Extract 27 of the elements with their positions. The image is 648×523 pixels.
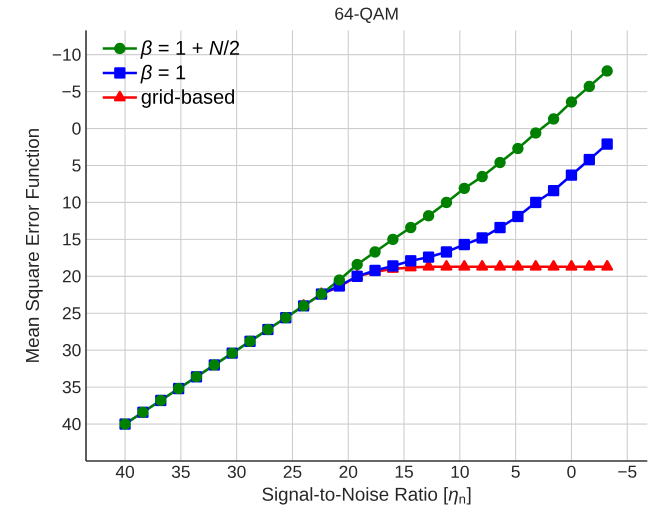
y-tick-label: −10	[52, 48, 81, 61]
y-tick-label: 10	[63, 196, 81, 209]
y-tick-label: 40	[62, 418, 81, 430]
y-tick-label: 5	[72, 159, 81, 172]
chart-title: 64-QAM	[335, 8, 398, 23]
y-tick-label: −5	[62, 86, 81, 98]
y-tick-label: 30	[62, 344, 81, 356]
x-tick-label: 35	[172, 466, 190, 478]
y-tick-label: 15	[63, 233, 81, 246]
x-tick-label: 15	[396, 466, 413, 478]
x-tick-label: 5	[512, 466, 520, 478]
legend-label: β = 1	[140, 64, 186, 84]
legend-label: grid-based	[142, 89, 234, 108]
x-tick-label: 10	[452, 466, 469, 478]
x-tick-label: 30	[228, 466, 246, 478]
x-tick-label: 0	[567, 466, 576, 478]
x-axis-title: Signal-to-Noise Ratio [η$_{n}$]	[262, 487, 470, 505]
y-tick-label: 25	[62, 307, 81, 320]
x-tick-label: 20	[339, 466, 358, 478]
y-tick-label: 35	[62, 380, 81, 394]
y-axis-title: Mean Square Error Function	[25, 129, 43, 362]
x-tick-label: 40	[116, 466, 134, 478]
x-tick-label: −5	[618, 466, 636, 478]
legend-label: β = 1 + N/2	[140, 40, 240, 59]
y-tick-label: 0	[72, 122, 81, 135]
y-tick-label: 20	[62, 270, 81, 282]
x-tick-label: 25	[284, 466, 302, 478]
